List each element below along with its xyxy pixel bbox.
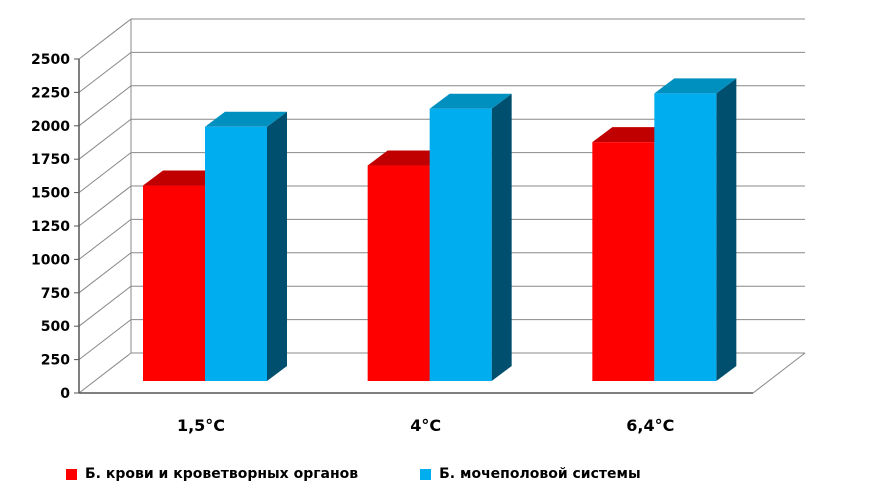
- bar-side-1-1: [491, 93, 512, 382]
- bar-top-0-0: [143, 170, 225, 186]
- gridline-depth-2: [78, 285, 132, 327]
- bar-top-0-2: [592, 127, 675, 143]
- bar-top-1-0: [205, 111, 287, 127]
- bar-side-1-0: [267, 111, 287, 381]
- legend-item-series-2: Б. мочеполовой системы: [420, 466, 641, 482]
- gridline-depth-1: [78, 319, 132, 360]
- floor-right-edge: [752, 352, 806, 394]
- legend: Б. крови и кроветворных органов Б. мочеп…: [66, 466, 703, 482]
- y-tick-label-0: 0: [60, 386, 70, 402]
- gridline-depth-3: [78, 252, 132, 294]
- legend-label-series-1: Б. крови и кроветворных органов: [85, 466, 359, 482]
- gridline-depth-0: [78, 352, 132, 394]
- bar-top-1-2: [654, 78, 737, 94]
- legend-item-series-1: Б. крови и кроветворных органов: [66, 466, 358, 482]
- gridline-depth-9: [78, 52, 132, 93]
- y-tick-label-1: 250: [41, 353, 70, 369]
- x-tick-label-0: 1,5°С: [177, 416, 225, 435]
- bar-1-2: [654, 93, 717, 381]
- gridline-depth-5: [78, 185, 132, 227]
- legend-swatch-series-2: [420, 468, 432, 480]
- gridline-depth-8: [78, 85, 132, 127]
- x-tick-label-1: 4°С: [410, 416, 441, 435]
- y-tick-label-10: 2500: [31, 52, 70, 68]
- gridline-depth-4: [78, 219, 132, 260]
- gridline-depth-7: [78, 118, 132, 160]
- y-tick-label-8: 2000: [31, 119, 70, 135]
- y-tick-label-6: 1500: [31, 186, 70, 202]
- legend-swatch-series-1: [66, 468, 77, 480]
- gridline-depth-6: [78, 152, 132, 193]
- bar-0-0: [143, 185, 205, 381]
- bar-top-0-1: [367, 150, 450, 166]
- x-tick-label-2: 6,4°С: [626, 416, 674, 435]
- gridline-depth-10: [78, 18, 132, 60]
- bar-1-0: [205, 126, 267, 381]
- y-tick-label-2: 500: [41, 319, 70, 335]
- bar-1-1: [429, 108, 492, 382]
- bar-side-1-2: [716, 78, 737, 381]
- bar-top-1-1: [429, 93, 512, 109]
- bar-0-2: [592, 142, 655, 381]
- y-tick-label-3: 750: [41, 286, 70, 302]
- y-tick-label-9: 2250: [31, 85, 70, 101]
- bar-0-1: [367, 165, 430, 381]
- legend-label-series-2: Б. мочеполовой системы: [439, 466, 641, 482]
- y-tick-label-5: 1250: [31, 219, 70, 235]
- y-tick-label-4: 1000: [31, 252, 70, 268]
- y-tick-label-7: 1750: [31, 152, 70, 168]
